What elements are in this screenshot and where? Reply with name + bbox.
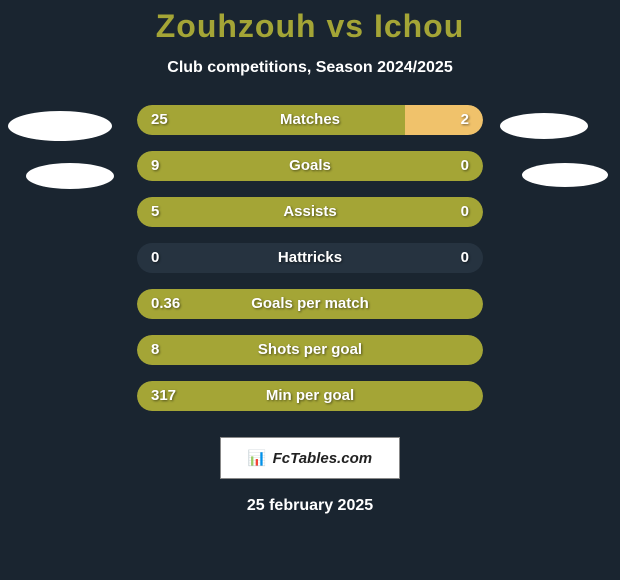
chart-icon: 📊 [248,449,267,467]
stat-row: 00Hattricks [137,243,483,273]
stat-label: Min per goal [137,381,483,411]
stat-row: 8Shots per goal [137,335,483,365]
stat-label: Goals [137,151,483,181]
bars-container: 252Matches 90Goals 50Assists 00Hattricks 0.3… [137,105,483,427]
subtitle: Club competitions, Season 2024/2025 [0,59,620,77]
stat-label: Shots per goal [137,335,483,365]
page-title: Zouhzouh vs Ichou [0,0,620,45]
stat-row: 0.36Goals per match [137,289,483,319]
logo-text: FcTables.com [273,450,372,467]
player-right-badge-2 [522,163,608,187]
stat-label: Goals per match [137,289,483,319]
date-label: 25 february 2025 [0,497,620,515]
source-logo: 📊 FcTables.com [220,437,400,479]
stat-label: Matches [137,105,483,135]
comparison-chart: 252Matches 90Goals 50Assists 00Hattricks 0.3… [0,105,620,415]
player-right-badge-1 [500,113,588,139]
stat-label: Hattricks [137,243,483,273]
stat-row: 252Matches [137,105,483,135]
stat-row: 90Goals [137,151,483,181]
player-left-badge-2 [26,163,114,189]
stat-label: Assists [137,197,483,227]
stat-row: 50Assists [137,197,483,227]
stat-row: 317Min per goal [137,381,483,411]
player-left-badge-1 [8,111,112,141]
